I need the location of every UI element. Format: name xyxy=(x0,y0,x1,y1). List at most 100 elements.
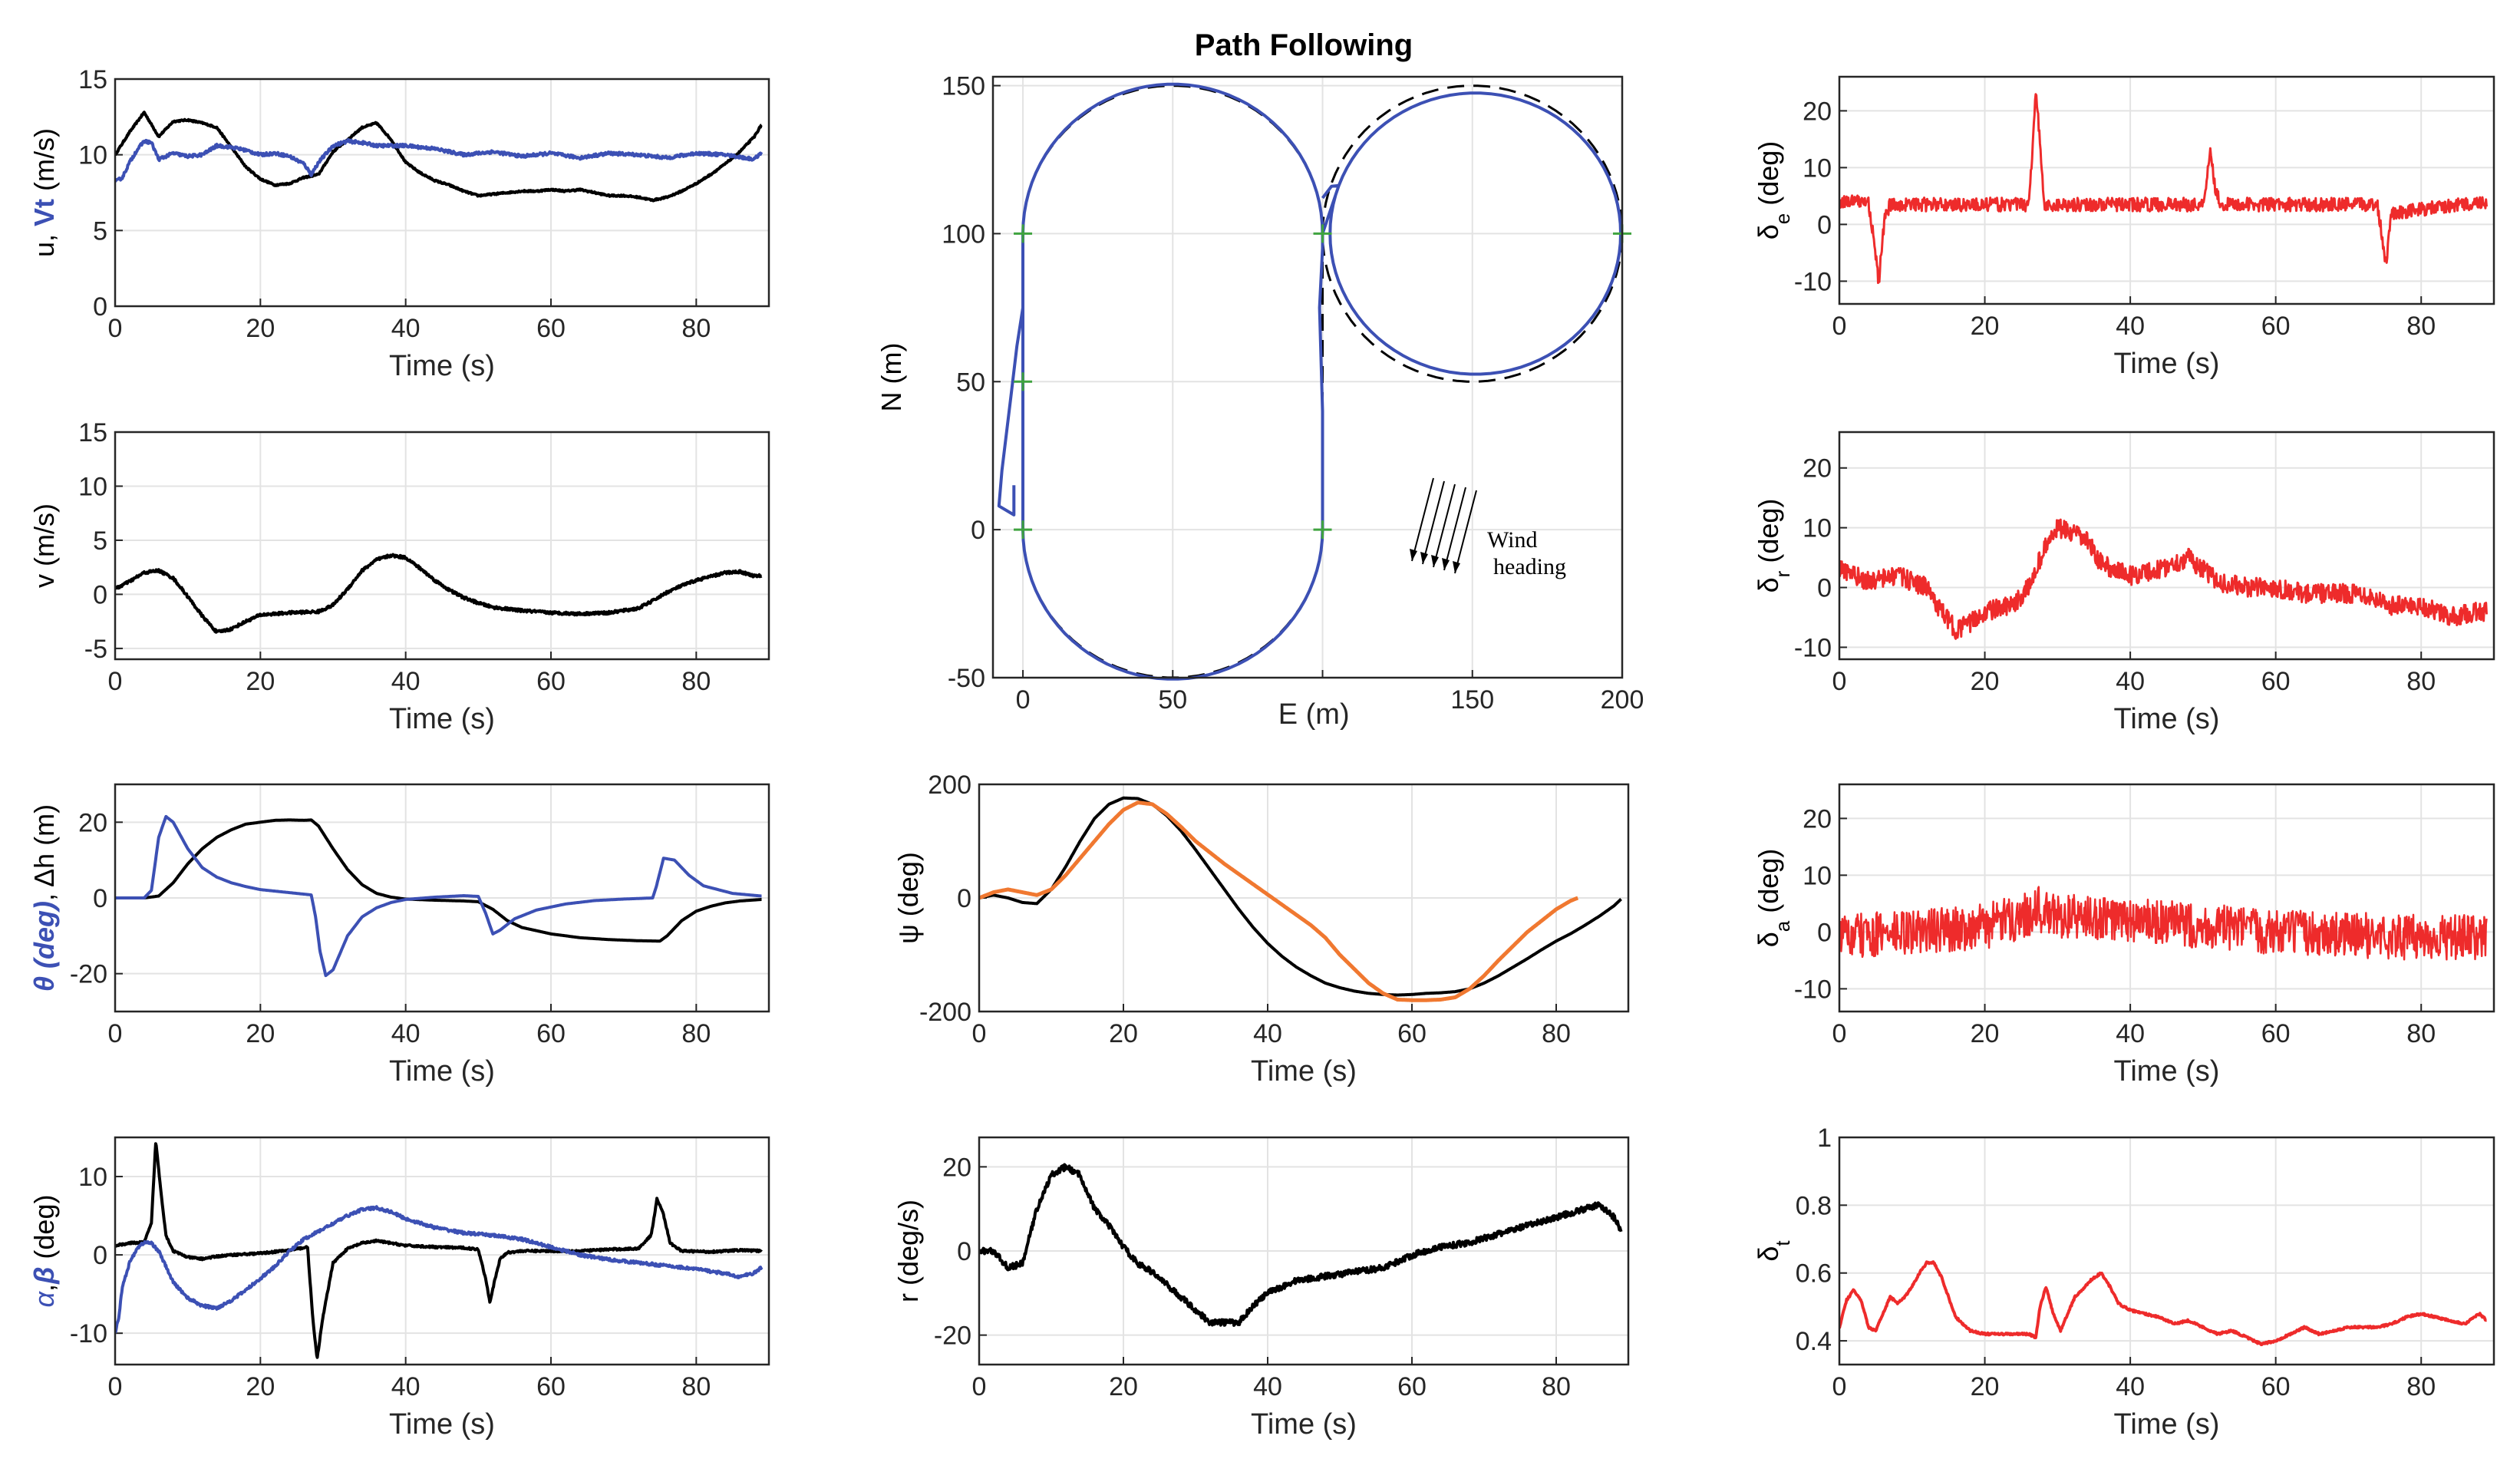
y-tick-label: 15 xyxy=(78,418,107,447)
y-axis-label-part: , xyxy=(28,1284,60,1292)
y-axis-label-part: δ xyxy=(1753,224,1784,239)
x-tick-label: 60 xyxy=(2261,1019,2291,1048)
wind-arrow xyxy=(1454,490,1477,574)
y-axis-label-part: (deg) xyxy=(1753,141,1784,213)
x-tick-label: 0 xyxy=(1832,667,1847,696)
x-tick-label: 40 xyxy=(2116,1372,2145,1401)
y-axis-label: N (m) xyxy=(876,343,907,412)
x-tick-label: 20 xyxy=(246,1372,275,1401)
y-tick-label: 10 xyxy=(78,472,107,501)
series-line-v xyxy=(115,553,763,634)
wind-arrow xyxy=(1433,484,1456,568)
x-tick-label: 20 xyxy=(1971,667,2000,696)
x-axis-label: Time (s) xyxy=(2114,1055,2220,1087)
y-axis-label-part: δ xyxy=(1753,1246,1784,1262)
y-tick-label: 100 xyxy=(942,219,985,249)
x-tick-label: 40 xyxy=(2116,312,2145,341)
y-tick-label: 15 xyxy=(78,65,107,94)
y-axis-label-part: t xyxy=(1771,1240,1794,1246)
chart-path: 0 50 150 200 -50 0 50 100 150 E (m) N (m) Windheadi… xyxy=(876,72,1644,731)
x-axis-label: Time (s) xyxy=(2114,348,2220,380)
y-tick-label: 0.8 xyxy=(1796,1191,1832,1220)
x-axis-label: Time (s) xyxy=(389,1055,495,1087)
series-line-u xyxy=(115,111,763,203)
y-tick-label: -50 xyxy=(948,664,985,693)
x-tick-label: 80 xyxy=(681,1372,711,1401)
x-tick-label: 200 xyxy=(1601,685,1644,715)
wind-arrow-head xyxy=(1431,555,1439,567)
x-tick-label: 80 xyxy=(2406,1019,2436,1048)
y-tick-label: 10 xyxy=(1803,514,1832,543)
figure-title: Path Following xyxy=(1195,28,1413,62)
axes-frame xyxy=(114,783,770,1013)
waypoint-marker xyxy=(1014,372,1033,391)
x-tick-label: 0 xyxy=(108,1019,123,1048)
wind-arrow-head xyxy=(1453,561,1460,573)
y-axis-label: ψ (deg) xyxy=(892,852,924,944)
x-tick-label: 60 xyxy=(1397,1372,1427,1401)
axes-frame xyxy=(991,75,1624,679)
y-tick-label: 20 xyxy=(1803,804,1832,833)
y-tick-label: 0 xyxy=(1817,574,1832,603)
x-tick-label: 80 xyxy=(681,314,711,343)
x-tick-label: 60 xyxy=(2261,667,2291,696)
x-axis-label: Time (s) xyxy=(1251,1055,1357,1087)
y-axis-label-part: (deg) xyxy=(1753,849,1784,921)
x-tick-label: 40 xyxy=(391,314,421,343)
y-axis-label-part: (m/s) xyxy=(28,128,60,199)
x-tick-label: 40 xyxy=(1253,1019,1282,1048)
x-axis-label: Time (s) xyxy=(389,1408,495,1441)
x-tick-label: 20 xyxy=(1971,312,2000,341)
x-axis-label: Time (s) xyxy=(2114,1408,2220,1441)
y-axis-label-part: u, xyxy=(28,226,60,257)
axes-frame xyxy=(114,431,770,661)
x-tick-label: 0 xyxy=(972,1019,987,1048)
y-axis-label-part: ψ (deg) xyxy=(892,852,924,944)
x-tick-label: 80 xyxy=(681,667,711,696)
y-axis-label: δr (deg) xyxy=(1753,499,1794,593)
series-line-β xyxy=(115,1205,764,1334)
y-axis-label-part: β xyxy=(28,1267,60,1285)
x-tick-label: 20 xyxy=(1971,1019,2000,1048)
y-axis-label-part: θ (deg) xyxy=(28,901,60,992)
y-tick-label: 10 xyxy=(78,1163,107,1192)
waypoint-marker xyxy=(1014,520,1033,540)
axes-frame xyxy=(978,783,1630,1013)
x-tick-label: 60 xyxy=(2261,1372,2291,1401)
x-axis-label: E (m) xyxy=(1278,698,1350,731)
y-tick-label: 20 xyxy=(78,808,107,837)
y-axis-label-part: e xyxy=(1771,213,1794,224)
x-tick-label: 60 xyxy=(2261,312,2291,341)
series-line-δe xyxy=(1839,93,2488,285)
y-tick-label: 5 xyxy=(93,526,107,556)
series-line-ψ xyxy=(979,796,1622,997)
x-tick-label: 0 xyxy=(108,1372,123,1401)
wind-label: Wind xyxy=(1487,527,1537,553)
series-line-α xyxy=(115,1142,763,1359)
x-tick-label: 0 xyxy=(1832,312,1847,341)
x-tick-label: 80 xyxy=(1542,1372,1571,1401)
y-tick-label: 1 xyxy=(1817,1124,1832,1153)
y-tick-label: 150 xyxy=(942,72,985,101)
y-tick-label: -10 xyxy=(1794,633,1832,662)
x-tick-label: 60 xyxy=(536,1019,566,1048)
y-tick-label: 0 xyxy=(1817,210,1832,239)
y-axis-label-part: Vt xyxy=(28,199,60,226)
axes-frame xyxy=(114,78,770,308)
series-line-δr xyxy=(1839,518,2488,640)
x-tick-label: 40 xyxy=(391,1019,421,1048)
y-axis-label-part: N (m) xyxy=(876,343,907,412)
y-tick-label: 0 xyxy=(957,884,971,913)
y-tick-label: 0 xyxy=(93,1241,107,1270)
y-axis-label-part: δ xyxy=(1753,577,1784,592)
y-axis-label: r (deg/s) xyxy=(892,1200,924,1302)
y-tick-label: 5 xyxy=(93,216,107,246)
x-tick-label: 80 xyxy=(2406,667,2436,696)
series-line-Δh xyxy=(115,818,763,943)
y-axis-label-part: v (m/s) xyxy=(28,503,60,588)
wind-arrow-head xyxy=(1420,552,1428,564)
x-axis-label: Time (s) xyxy=(389,350,495,382)
